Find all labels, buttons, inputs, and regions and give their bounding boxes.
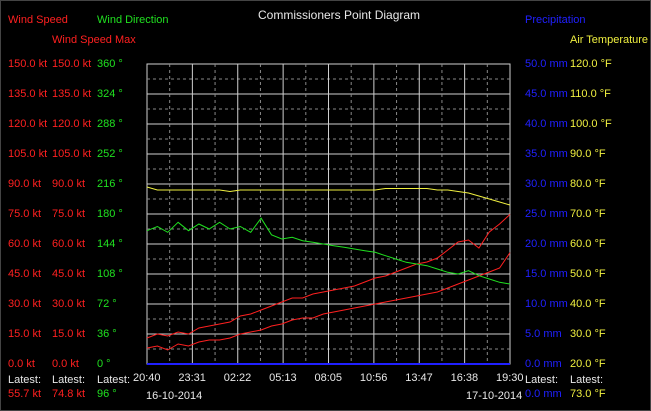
wind-direction-tick-label: 252 ° xyxy=(97,148,123,160)
wind-speed-max-tick-label: 105.0 kt xyxy=(52,148,92,160)
wind-speed-tick-label: 105.0 kt xyxy=(8,148,48,160)
x-tick-label: 20:40 xyxy=(133,372,161,384)
wind-speed-max-tick-label: 150.0 kt xyxy=(52,58,92,70)
wind-speed-max-tick-label: 15.0 kt xyxy=(52,328,86,340)
x-tick-label: 13:47 xyxy=(405,372,433,384)
air-temperature-tick-label: 40.0 °F xyxy=(570,298,606,310)
wind-direction-latest-value: 96 ° xyxy=(97,388,117,400)
air-temperature-tick-label: 20.0 °F xyxy=(570,358,606,370)
wind-speed-max-tick-label: 135.0 kt xyxy=(52,88,92,100)
precipitation-axis-label: Precipitation xyxy=(525,14,586,26)
wind-speed-tick-label: 30.0 kt xyxy=(8,298,42,310)
precipitation-latest-label: Latest: xyxy=(525,374,559,386)
air-temperature-tick-label: 60.0 °F xyxy=(570,238,606,250)
wind-direction-tick-label: 360 ° xyxy=(97,58,123,70)
wind-speed-max-axis-label: Wind Speed Max xyxy=(52,34,136,46)
air-temperature-tick-label: 100.0 °F xyxy=(570,118,612,130)
wind-speed-latest-value: 55.7 kt xyxy=(8,388,42,400)
precipitation-tick-label: 35.0 mm xyxy=(525,148,568,160)
date-end: 17-10-2014 xyxy=(466,390,523,402)
precipitation-tick-label: 40.0 mm xyxy=(525,118,568,130)
wind-direction-tick-label: 144 ° xyxy=(97,238,123,250)
wind-speed-max-line xyxy=(146,214,511,339)
date-start: 16-10-2014 xyxy=(146,390,203,402)
wind-direction-tick-label: 324 ° xyxy=(97,88,123,100)
air-temperature-tick-label: 80.0 °F xyxy=(570,178,606,190)
precipitation-tick-label: 30.0 mm xyxy=(525,178,568,190)
wind-direction-tick-label: 72 ° xyxy=(97,298,117,310)
precipitation-tick-label: 50.0 mm xyxy=(525,58,568,70)
x-tick-label: 23:31 xyxy=(178,372,206,384)
precipitation-tick-label: 10.0 mm xyxy=(525,298,568,310)
wind-speed-axis-label: Wind Speed xyxy=(8,14,68,26)
wind-speed-tick-label: 60.0 kt xyxy=(8,238,42,250)
wind-speed-max-tick-label: 0.0 kt xyxy=(52,358,79,370)
x-tick-label: 16:38 xyxy=(450,372,479,384)
wind-direction-tick-label: 108 ° xyxy=(97,268,123,280)
wind-speed-max-tick-label: 90.0 kt xyxy=(52,178,86,190)
air-temperature-latest-label: Latest: xyxy=(570,374,604,386)
wind-speed-max-tick-label: 120.0 kt xyxy=(52,118,92,130)
wind-direction-tick-label: 36 ° xyxy=(97,328,117,340)
precipitation-tick-label: 45.0 mm xyxy=(525,88,568,100)
wind-speed-max-latest-label: Latest: xyxy=(52,374,86,386)
x-tick-label: 02:22 xyxy=(223,372,252,384)
wind-speed-line xyxy=(146,252,511,351)
x-tick-label: 19:30 xyxy=(496,372,524,384)
air-temperature-line xyxy=(146,186,511,206)
precipitation-tick-label: 25.0 mm xyxy=(525,208,568,220)
air-temperature-tick-label: 120.0 °F xyxy=(570,58,612,70)
x-tick-label: 08:05 xyxy=(314,372,343,384)
air-temperature-latest-value: 73.0 °F xyxy=(570,388,606,400)
wind-speed-tick-label: 0.0 kt xyxy=(8,358,35,370)
air-temperature-tick-label: 90.0 °F xyxy=(570,148,606,160)
wind-speed-max-tick-label: 30.0 kt xyxy=(52,298,86,310)
precipitation-tick-label: 5.0 mm xyxy=(525,328,562,340)
wind-speed-max-tick-label: 60.0 kt xyxy=(52,238,86,250)
wind-speed-tick-label: 90.0 kt xyxy=(8,178,42,190)
precipitation-latest-value: 0.0 mm xyxy=(525,388,562,400)
air-temperature-tick-label: 30.0 °F xyxy=(570,328,606,340)
wind-speed-tick-label: 15.0 kt xyxy=(8,328,42,340)
wind-speed-tick-label: 150.0 kt xyxy=(8,58,48,70)
x-tick-label: 05:13 xyxy=(269,372,297,384)
air-temperature-tick-label: 110.0 °F xyxy=(570,88,611,100)
air-temperature-tick-label: 70.0 °F xyxy=(570,208,606,220)
wind-direction-latest-label: Latest: xyxy=(97,374,131,386)
wind-speed-latest-label: Latest: xyxy=(8,374,42,386)
precipitation-tick-label: 0.0 mm xyxy=(525,358,562,370)
wind-speed-tick-label: 135.0 kt xyxy=(8,88,48,100)
x-tick-label: 10:56 xyxy=(359,372,388,384)
wind-direction-tick-label: 0 ° xyxy=(97,358,111,370)
wind-speed-max-tick-label: 75.0 kt xyxy=(52,208,86,220)
wind-speed-max-latest-value: 74.8 kt xyxy=(52,388,86,400)
air-temperature-tick-label: 50.0 °F xyxy=(570,268,606,280)
precipitation-tick-label: 15.0 mm xyxy=(525,268,568,280)
wind-direction-tick-label: 180 ° xyxy=(97,208,123,220)
air-temperature-axis-label: Air Temperature xyxy=(570,34,649,46)
wind-direction-tick-label: 216 ° xyxy=(97,178,123,190)
wind-speed-tick-label: 45.0 kt xyxy=(8,268,42,280)
wind-speed-max-tick-label: 45.0 kt xyxy=(52,268,86,280)
wind-direction-axis-label: Wind Direction xyxy=(97,14,169,26)
wind-speed-tick-label: 75.0 kt xyxy=(8,208,42,220)
wind-direction-tick-label: 288 ° xyxy=(97,118,123,130)
wind-direction-line xyxy=(146,217,511,285)
series-lines xyxy=(146,186,511,365)
wind-speed-tick-label: 120.0 kt xyxy=(8,118,48,130)
precipitation-tick-label: 20.0 mm xyxy=(525,238,568,250)
chart-title: Commissioners Point Diagram xyxy=(258,8,421,22)
grid xyxy=(146,63,511,365)
